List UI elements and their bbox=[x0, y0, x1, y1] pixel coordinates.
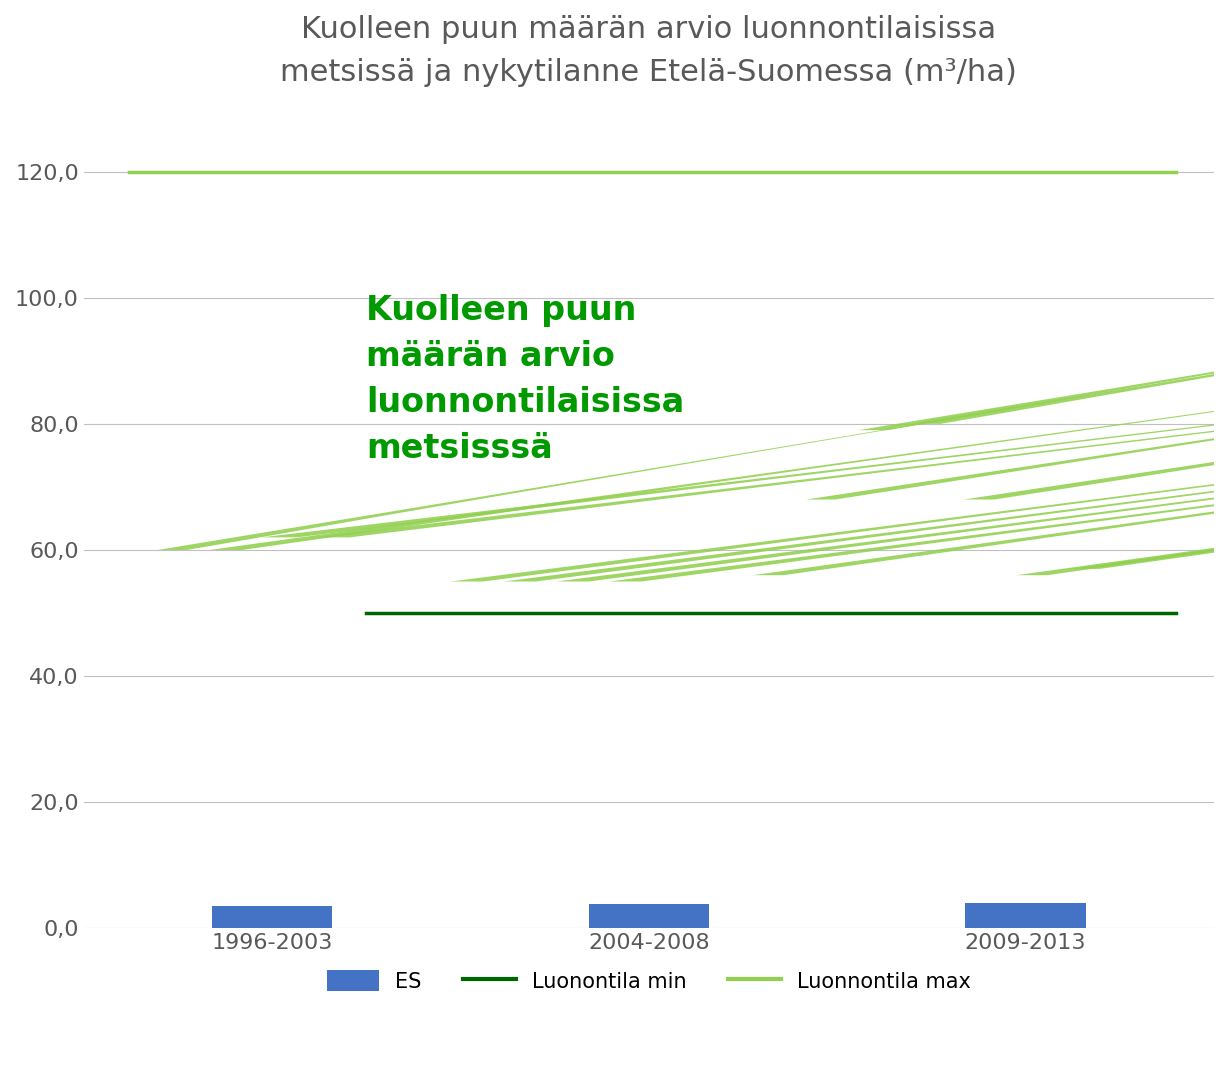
Polygon shape bbox=[557, 184, 1229, 582]
Polygon shape bbox=[1016, 172, 1229, 575]
Polygon shape bbox=[912, 172, 1229, 424]
Polygon shape bbox=[262, 184, 1229, 537]
Polygon shape bbox=[504, 184, 1229, 582]
Polygon shape bbox=[1069, 172, 1229, 569]
Polygon shape bbox=[159, 297, 1229, 550]
Bar bbox=[211, 906, 332, 929]
Polygon shape bbox=[752, 184, 1229, 575]
Polygon shape bbox=[859, 184, 1229, 430]
Polygon shape bbox=[806, 184, 1229, 499]
Text: Kuolleen puun
määrän arvio
luonnontilaisissa
metsisssä: Kuolleen puun määrän arvio luonnontilais… bbox=[366, 294, 685, 465]
Bar bbox=[589, 905, 709, 929]
Polygon shape bbox=[451, 184, 1229, 582]
Polygon shape bbox=[210, 184, 1229, 550]
Bar bbox=[965, 903, 1086, 929]
Polygon shape bbox=[315, 184, 1229, 537]
Title: Kuolleen puun määrän arvio luonnontilaisissa
metsissä ja nykytilanne Etelä-Suome: Kuolleen puun määrän arvio luonnontilais… bbox=[280, 15, 1018, 86]
Polygon shape bbox=[964, 172, 1229, 499]
Polygon shape bbox=[610, 184, 1229, 582]
Legend: ES, Luonontila min, Luonnontila max: ES, Luonontila min, Luonnontila max bbox=[318, 961, 980, 1000]
